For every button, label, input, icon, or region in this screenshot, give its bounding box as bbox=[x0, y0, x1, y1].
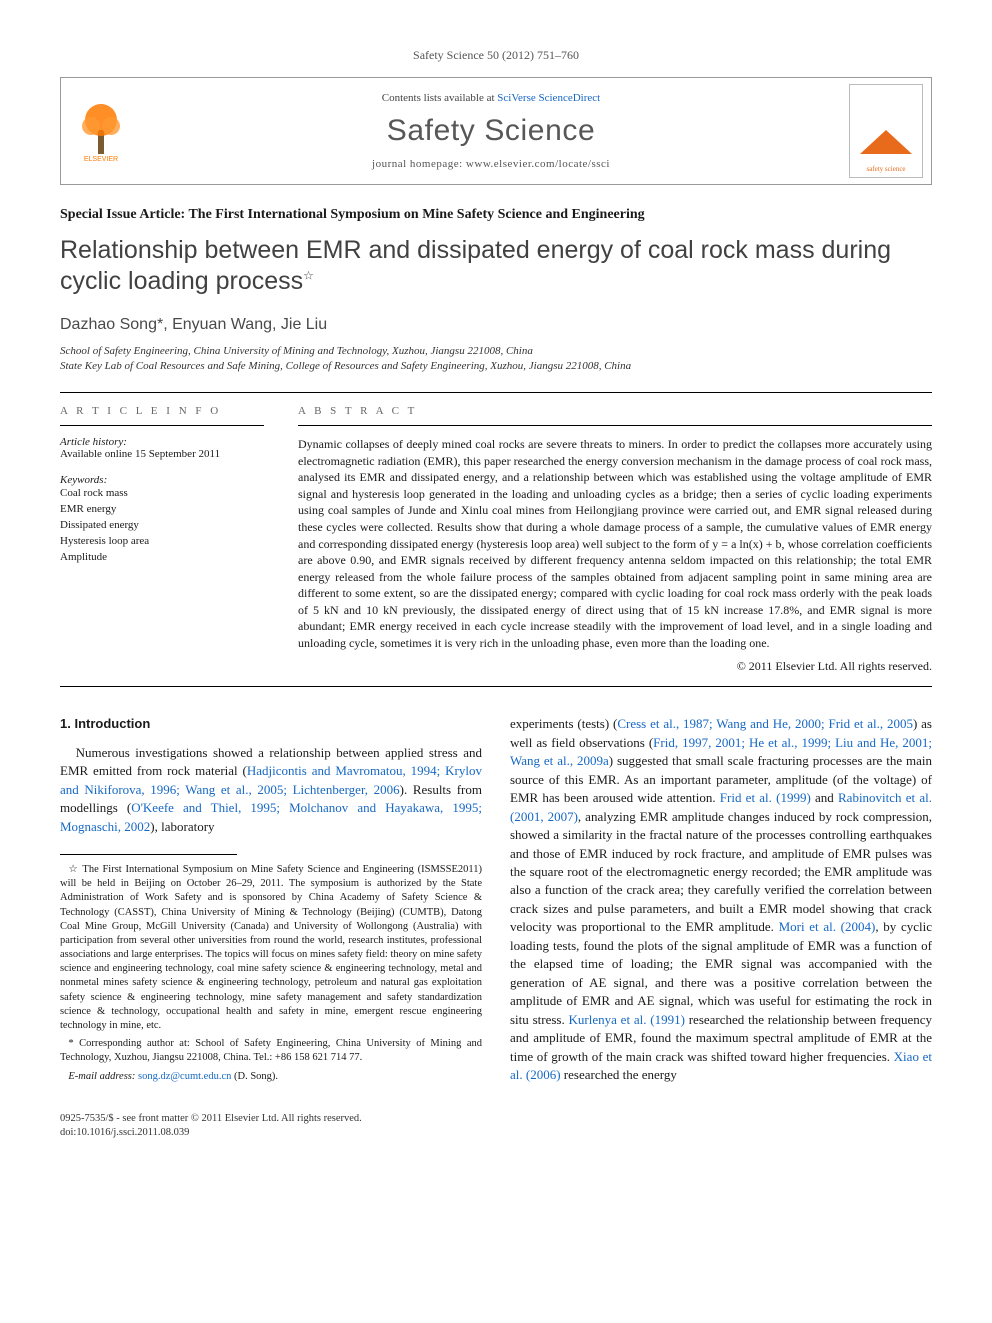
text: experiments (tests) ( bbox=[510, 716, 617, 731]
elsevier-logo: ELSEVIER bbox=[61, 78, 141, 184]
text: , analyzing EMR amplitude changes induce… bbox=[510, 809, 932, 935]
special-issue-line: Special Issue Article: The First Interna… bbox=[60, 207, 932, 223]
article-info-heading: A R T I C L E I N F O bbox=[60, 405, 264, 426]
cover-label: safety science bbox=[866, 166, 905, 177]
journal-name: Safety Science bbox=[149, 114, 833, 148]
footer-front-matter: 0925-7535/$ - see front matter © 2011 El… bbox=[60, 1112, 932, 1126]
text: , by cyclic loading tests, found the plo… bbox=[510, 919, 932, 1026]
footnote-email: E-mail address: song.dz@cumt.edu.cn (D. … bbox=[60, 1070, 482, 1084]
email-label: E-mail address: bbox=[68, 1071, 138, 1082]
elsevier-tree-icon: ELSEVIER bbox=[74, 100, 128, 162]
keyword: Amplitude bbox=[60, 550, 264, 566]
citation-link[interactable]: Frid et al. (1999) bbox=[720, 790, 811, 805]
keywords-label: Keywords: bbox=[60, 474, 264, 486]
contents-prefix: Contents lists available at bbox=[382, 92, 497, 104]
email-link[interactable]: song.dz@cumt.edu.cn bbox=[138, 1071, 231, 1082]
text: and bbox=[811, 790, 838, 805]
keyword: Hysteresis loop area bbox=[60, 534, 264, 550]
title-text: Relationship between EMR and dissipated … bbox=[60, 236, 891, 295]
affiliation-line: School of Safety Engineering, China Univ… bbox=[60, 344, 932, 359]
citation-link[interactable]: Mori et al. (2004) bbox=[779, 919, 876, 934]
article-title: Relationship between EMR and dissipated … bbox=[60, 235, 932, 298]
journal-header-center: Contents lists available at SciVerse Sci… bbox=[141, 78, 841, 184]
cover-thumbnail: safety science bbox=[849, 84, 923, 178]
intro-para-1: Numerous investigations showed a relatio… bbox=[60, 744, 482, 836]
cover-triangle-icon bbox=[860, 130, 912, 154]
journal-header: ELSEVIER Contents lists available at Sci… bbox=[60, 77, 932, 185]
keyword: Dissipated energy bbox=[60, 518, 264, 534]
article-meta-row: A R T I C L E I N F O Article history: A… bbox=[60, 392, 932, 687]
affiliation-line: State Key Lab of Coal Resources and Safe… bbox=[60, 359, 932, 374]
title-star-marker: ☆ bbox=[303, 269, 314, 283]
footnotes: ☆ The First International Symposium on M… bbox=[60, 863, 482, 1084]
elsevier-wordmark: ELSEVIER bbox=[84, 156, 118, 162]
keywords-list: Coal rock mass EMR energy Dissipated ene… bbox=[60, 486, 264, 566]
footnote-rule bbox=[60, 854, 237, 855]
history-label: Article history: bbox=[60, 436, 127, 448]
abstract-copyright: © 2011 Elsevier Ltd. All rights reserved… bbox=[298, 659, 932, 674]
authors-text: Dazhao Song*, Enyuan Wang, Jie Liu bbox=[60, 316, 327, 333]
affiliations: School of Safety Engineering, China Univ… bbox=[60, 344, 932, 375]
running-head: Safety Science 50 (2012) 751–760 bbox=[60, 48, 932, 63]
footnote-block: ☆ The First International Symposium on M… bbox=[60, 854, 482, 1084]
text: ), laboratory bbox=[150, 819, 214, 834]
abstract-body: Dynamic collapses of deeply mined coal r… bbox=[298, 436, 932, 651]
contents-available-line: Contents lists available at SciVerse Sci… bbox=[149, 92, 833, 104]
footnote-corresponding: * Corresponding author at: School of Saf… bbox=[60, 1037, 482, 1065]
section-heading-intro: 1. Introduction bbox=[60, 715, 482, 733]
body-columns: 1. Introduction Numerous investigations … bbox=[60, 715, 932, 1086]
sciencedirect-link[interactable]: SciVerse ScienceDirect bbox=[497, 92, 600, 104]
journal-cover-thumb: safety science bbox=[841, 78, 931, 184]
text: researched the energy bbox=[561, 1067, 677, 1082]
history-line: Available online 15 September 2011 bbox=[60, 448, 264, 460]
abstract-heading: A B S T R A C T bbox=[298, 405, 932, 426]
citation-link[interactable]: Cress et al., 1987; Wang and He, 2000; F… bbox=[617, 716, 913, 731]
footnote-star: ☆ The First International Symposium on M… bbox=[60, 863, 482, 1033]
keyword: Coal rock mass bbox=[60, 486, 264, 502]
email-suffix: (D. Song). bbox=[231, 1071, 278, 1082]
page: Safety Science 50 (2012) 751–760 ELSEVIE… bbox=[0, 0, 992, 1180]
article-info-block: A R T I C L E I N F O Article history: A… bbox=[60, 393, 280, 686]
abstract-block: A B S T R A C T Dynamic collapses of dee… bbox=[280, 393, 932, 686]
keyword: EMR energy bbox=[60, 502, 264, 518]
citation-link[interactable]: Kurlenya et al. (1991) bbox=[569, 1012, 685, 1027]
page-footer: 0925-7535/$ - see front matter © 2011 El… bbox=[60, 1112, 932, 1140]
journal-homepage: journal homepage: www.elsevier.com/locat… bbox=[149, 158, 833, 170]
author-list: Dazhao Song*, Enyuan Wang, Jie Liu bbox=[60, 316, 932, 334]
intro-para-2: experiments (tests) (Cress et al., 1987;… bbox=[510, 715, 932, 1084]
footer-doi: doi:10.1016/j.ssci.2011.08.039 bbox=[60, 1126, 932, 1140]
